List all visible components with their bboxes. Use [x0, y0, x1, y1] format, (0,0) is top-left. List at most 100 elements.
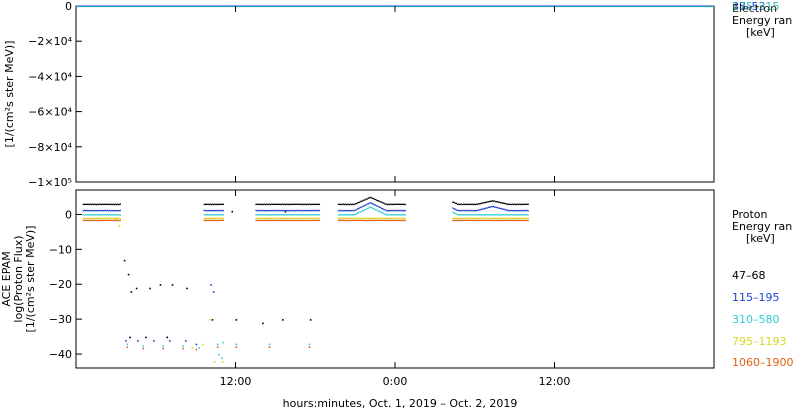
proton-point — [285, 213, 287, 216]
proton-point — [353, 217, 355, 219]
proton-point — [119, 219, 121, 221]
proton-point — [341, 203, 343, 206]
proton-point — [354, 217, 356, 220]
proton-point — [277, 214, 279, 216]
proton-point — [93, 220, 95, 222]
proton-point — [339, 214, 341, 216]
proton-point — [391, 210, 393, 212]
proton-point — [268, 209, 270, 212]
proton-point — [341, 214, 343, 216]
proton-point — [347, 219, 349, 221]
proton-point — [386, 217, 389, 219]
proton-point — [86, 219, 88, 222]
proton-point — [471, 214, 473, 216]
proton-point — [510, 203, 513, 206]
proton-point — [221, 219, 223, 221]
proton-point — [112, 214, 114, 216]
proton-point — [203, 219, 205, 222]
proton-point — [461, 210, 463, 212]
proton-point — [260, 209, 262, 212]
proton-point — [265, 204, 267, 206]
proton-point — [494, 214, 496, 216]
proton-point — [297, 210, 299, 212]
proton-point — [349, 209, 352, 212]
proton-point — [93, 213, 95, 216]
proton-point — [222, 341, 224, 344]
proton-point — [467, 219, 469, 222]
proton-point — [283, 217, 285, 220]
proton-point — [292, 214, 294, 216]
proton-point — [365, 204, 367, 206]
proton-point — [256, 214, 258, 216]
proton-point — [103, 217, 105, 219]
proton-point — [135, 287, 138, 290]
proton-legend-unit: [keV] — [746, 232, 775, 245]
proton-point — [95, 220, 98, 222]
proton-point — [351, 220, 353, 222]
proton-point — [507, 214, 509, 216]
proton-point — [501, 219, 503, 221]
proton-point — [317, 219, 319, 221]
proton-point — [113, 210, 115, 212]
proton-point — [222, 214, 224, 216]
proton-point — [379, 211, 381, 213]
proton-point — [461, 214, 463, 216]
proton-point — [453, 201, 455, 203]
electron-legend: 38–53 175–315 Electron Energy ran [keV] — [732, 0, 792, 39]
proton-point — [357, 202, 359, 204]
proton-point — [288, 203, 291, 205]
proton-point — [257, 209, 260, 212]
proton-point — [517, 213, 520, 216]
proton-point — [455, 202, 457, 204]
proton-point — [222, 203, 224, 205]
electron-legend-range-1: 38–53 — [732, 0, 766, 13]
proton-point — [366, 217, 368, 219]
proton-point — [398, 210, 401, 212]
proton-point — [377, 219, 379, 222]
proton-point — [286, 219, 288, 221]
proton-point — [364, 209, 366, 211]
proton-point — [374, 204, 377, 206]
proton-point — [211, 319, 214, 321]
proton-point — [467, 217, 469, 220]
proton-point — [403, 219, 405, 221]
proton-point — [509, 217, 511, 219]
proton-point — [390, 214, 392, 216]
proton-point — [318, 209, 321, 212]
proton-point — [203, 217, 205, 220]
proton-point — [455, 213, 457, 215]
proton-point — [293, 214, 295, 216]
proton-point — [342, 217, 344, 219]
proton-point — [371, 197, 373, 199]
proton-point — [460, 209, 462, 212]
proton-point — [385, 203, 387, 205]
proton-point — [280, 214, 282, 216]
proton-point — [284, 210, 287, 213]
proton-point — [514, 219, 516, 221]
proton-point — [296, 209, 298, 211]
proton-point — [516, 210, 519, 212]
proton-point — [222, 219, 224, 221]
proton-point — [297, 203, 299, 205]
proton-point — [472, 217, 474, 220]
proton-point — [502, 202, 504, 204]
proton-point — [390, 217, 392, 220]
proton-point — [497, 201, 499, 203]
proton-point — [257, 217, 260, 220]
proton-point — [477, 213, 479, 216]
proton-point — [309, 219, 311, 221]
proton-point — [380, 201, 383, 203]
proton-point — [291, 219, 293, 221]
proton-point — [367, 219, 370, 221]
proton-point — [398, 203, 401, 205]
proton-point — [94, 214, 96, 216]
proton-point — [101, 217, 104, 220]
proton-point — [476, 217, 478, 219]
proton-point — [218, 219, 220, 222]
proton-point — [265, 220, 267, 222]
proton-point — [92, 219, 94, 221]
proton-point — [285, 220, 287, 222]
proton-point — [98, 214, 100, 216]
proton-point — [119, 214, 121, 216]
proton-point — [465, 217, 467, 220]
